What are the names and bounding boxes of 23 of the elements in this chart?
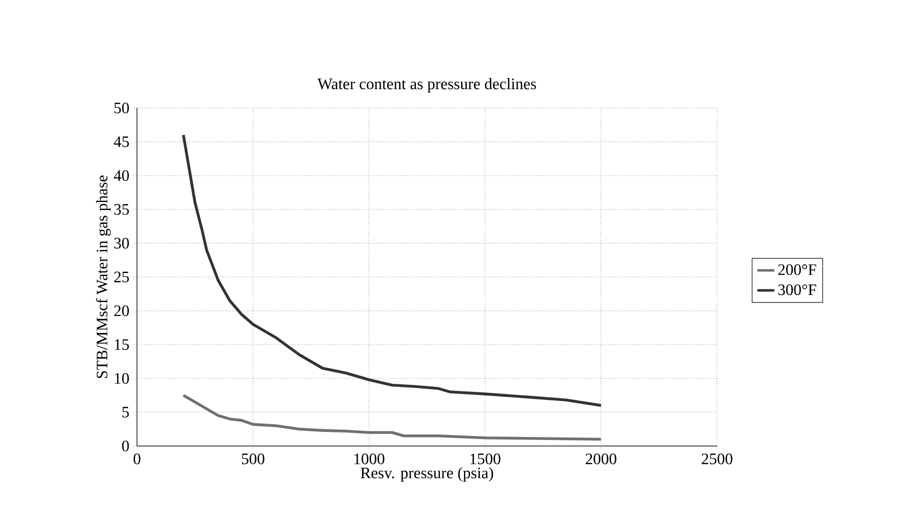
y-tick-label: 40 (114, 170, 129, 181)
line-series (182, 394, 602, 441)
y-tick-label: 15 (114, 339, 129, 350)
y-tick-label: 0 (122, 440, 129, 452)
x-tick-label: 2000 (586, 454, 616, 464)
y-tick-label: 50 (114, 102, 129, 114)
y-tick-label: 10 (114, 373, 129, 384)
chart-title: Water content as pressure declines (317, 78, 536, 92)
y-axis-title: STB/MMscf Water in gas phase (96, 176, 111, 378)
x-axis-title: Resv. pressure (psia) (360, 467, 494, 482)
y-tick-label: 45 (114, 136, 129, 148)
x-tick-label: 1000 (354, 454, 384, 464)
x-tick-label: 2500 (702, 454, 732, 464)
y-tick-label: 5 (122, 406, 129, 418)
x-tick-label: 500 (242, 454, 264, 464)
x-tick-label: 1500 (470, 454, 500, 464)
y-tick-label: 20 (114, 305, 129, 316)
y-tick-label: 30 (114, 238, 129, 249)
x-tick-label: 0 (134, 454, 140, 464)
y-tick-label: 35 (114, 204, 129, 215)
legend-label: 300°F (778, 284, 816, 296)
y-tick-label: 25 (114, 272, 129, 282)
legend-label: 200°F (778, 264, 816, 276)
